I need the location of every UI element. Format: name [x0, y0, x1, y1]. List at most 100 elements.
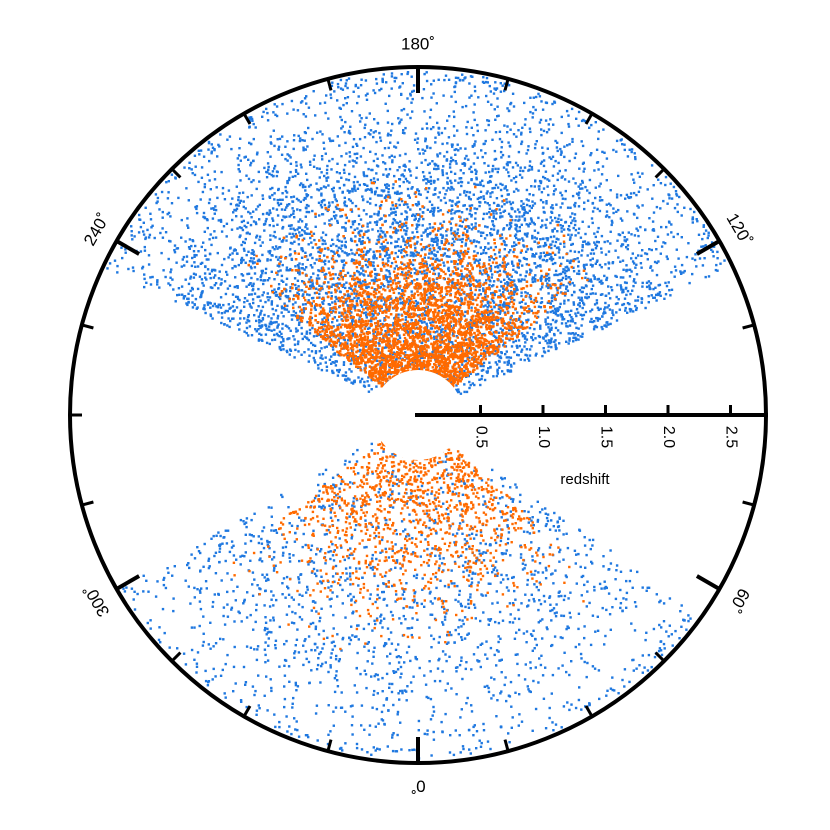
data-point	[349, 274, 352, 278]
data-point	[301, 228, 304, 232]
data-point	[141, 267, 144, 270]
data-point	[448, 255, 451, 258]
data-point	[507, 212, 511, 216]
data-point	[389, 303, 392, 306]
data-point	[501, 370, 504, 373]
data-point	[365, 230, 369, 233]
data-point	[505, 244, 508, 247]
data-point	[143, 249, 147, 252]
data-point	[412, 89, 415, 93]
data-point	[144, 236, 148, 239]
data-point	[670, 288, 674, 291]
data-point	[145, 281, 148, 284]
data-point	[574, 322, 577, 325]
data-point	[498, 255, 502, 258]
data-point	[331, 369, 334, 373]
data-point	[632, 284, 635, 288]
data-point	[204, 265, 207, 268]
data-point	[560, 230, 563, 233]
data-point	[380, 87, 383, 91]
data-point	[304, 131, 307, 135]
data-point	[460, 272, 463, 276]
data-point	[272, 313, 275, 316]
data-point	[327, 260, 331, 263]
data-point	[534, 108, 537, 112]
data-point	[478, 289, 481, 292]
data-point	[279, 297, 282, 301]
data-point	[446, 176, 449, 180]
data-point	[666, 202, 669, 205]
data-point	[156, 280, 159, 283]
data-point	[489, 365, 492, 369]
data-point	[489, 195, 492, 198]
data-point	[302, 293, 305, 296]
data-point	[220, 312, 224, 315]
data-point	[623, 281, 627, 284]
data-point	[387, 173, 390, 176]
data-point	[243, 156, 246, 159]
data-point	[198, 153, 201, 156]
data-point	[600, 266, 603, 269]
data-point	[526, 357, 530, 360]
data-point	[625, 264, 628, 267]
data-point	[558, 305, 561, 309]
data-point	[603, 306, 607, 309]
data-point	[276, 170, 279, 174]
data-point	[305, 332, 308, 335]
data-point	[286, 203, 289, 207]
data-point	[365, 316, 368, 319]
data-point	[318, 296, 321, 299]
data-point	[474, 140, 477, 143]
data-point	[380, 194, 383, 197]
data-point	[279, 348, 283, 352]
data-point	[365, 188, 368, 191]
data-point	[325, 369, 329, 372]
data-point	[500, 233, 503, 236]
data-point	[574, 312, 577, 315]
data-point	[581, 187, 584, 190]
data-point	[358, 114, 361, 117]
data-point	[387, 146, 390, 150]
data-point	[341, 191, 344, 194]
data-point	[594, 292, 597, 295]
data-point	[189, 289, 192, 293]
data-point	[664, 281, 667, 285]
data-point	[596, 240, 599, 244]
data-point	[430, 83, 433, 86]
data-point	[494, 131, 498, 134]
data-point	[453, 240, 456, 243]
data-point	[331, 238, 334, 241]
data-point	[520, 176, 524, 179]
data-point	[670, 223, 673, 226]
data-point	[649, 265, 653, 268]
data-point	[497, 343, 501, 346]
data-point	[473, 118, 476, 122]
data-point	[253, 272, 257, 275]
data-point	[236, 295, 239, 299]
data-point	[499, 309, 502, 313]
data-point	[249, 161, 253, 165]
data-point	[367, 132, 370, 135]
data-point	[505, 168, 508, 171]
data-point	[373, 212, 376, 216]
data-point	[573, 250, 577, 253]
data-point	[524, 353, 527, 357]
data-point	[399, 224, 402, 227]
data-point	[474, 245, 478, 248]
data-point	[311, 326, 314, 330]
data-point	[415, 213, 418, 216]
data-point	[186, 303, 189, 307]
data-point	[508, 161, 512, 164]
data-point	[554, 216, 557, 220]
data-point	[386, 257, 390, 260]
data-point	[298, 226, 302, 229]
data-point	[210, 207, 213, 210]
data-point	[464, 310, 467, 314]
data-point	[325, 168, 329, 172]
data-point	[546, 301, 550, 304]
data-point	[465, 208, 469, 211]
data-point	[462, 172, 465, 175]
data-point	[391, 353, 395, 356]
data-point	[310, 196, 313, 199]
data-point	[187, 292, 190, 295]
